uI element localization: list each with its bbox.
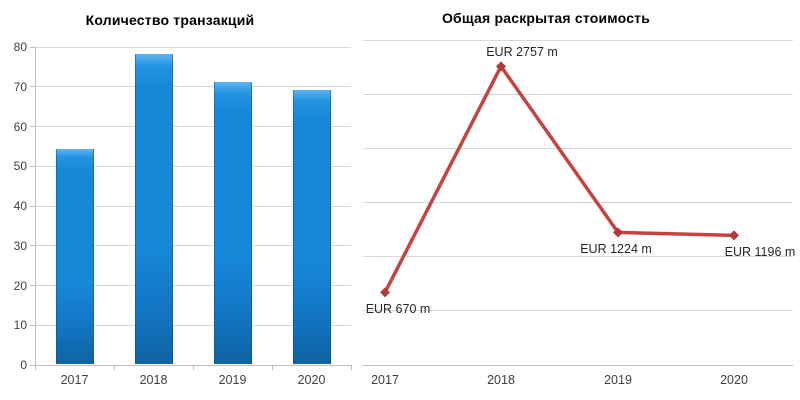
bar-2017 <box>55 149 94 364</box>
line-path <box>383 64 736 295</box>
x-boundary-tick-3 <box>271 365 273 370</box>
gridline-y-80 <box>35 46 351 48</box>
bar-2019 <box>213 81 252 364</box>
x-tick-label-2020: 2020 <box>297 373 326 387</box>
bar-chart-plot-area: 0 10 20 30 40 50 60 70 80 2017 2018 2019 2020 <box>14 40 352 387</box>
x-tick-label-2017: 2017 <box>60 373 89 387</box>
x-tick-label-2019: 2019 <box>218 373 247 387</box>
y-tick-mark-80 <box>30 46 35 48</box>
y-tick-label-40: 40 <box>13 199 27 213</box>
bar-2018 <box>134 53 173 364</box>
bar-chart-title: Количество транзакций <box>85 12 255 28</box>
gridline-y-3000 <box>363 39 793 41</box>
data-label-2018: EUR 2757 m <box>486 45 558 60</box>
y-tick-mark-50 <box>30 165 35 167</box>
y-tick-mark-20 <box>30 285 35 286</box>
y-tick-mark-10 <box>30 324 35 326</box>
data-label-2020: EUR 1196 m <box>724 245 796 260</box>
x-tick-label-2018: 2018 <box>487 373 515 387</box>
line-chart-plot-area: EUR 670 m EUR 2757 m EUR 1224 m EUR 1196 m 2… <box>363 39 795 387</box>
gridline-y-0 <box>363 364 793 366</box>
gridline-y-10 <box>35 324 351 326</box>
diamond-marker-2017 <box>380 287 390 298</box>
x-tick-label-2019: 2019 <box>604 373 632 387</box>
y-tick-label-60: 60 <box>13 119 27 134</box>
y-tick-label-70: 70 <box>13 79 27 94</box>
gridline-y-2500 <box>363 93 793 95</box>
x-boundary-tick-0 <box>34 365 36 370</box>
gridline-y-500 <box>363 310 793 312</box>
y-tick-mark-70 <box>30 86 35 88</box>
gridline-y-60 <box>35 126 351 127</box>
diamond-marker-2019 <box>613 227 623 238</box>
diamond-marker-2018 <box>496 61 506 72</box>
x-tick-label-2018: 2018 <box>139 373 168 387</box>
gridline-y-20 <box>35 285 351 286</box>
line-chart-title: Общая раскрытая стоимость <box>441 10 651 26</box>
y-axis-line <box>35 47 36 365</box>
gridline-y-1500 <box>363 202 793 203</box>
gridline-y-30 <box>35 245 351 247</box>
y-tick-mark-40 <box>30 205 35 207</box>
y-tick-label-0: 0 <box>20 358 27 372</box>
disclosed-value-line-series <box>380 61 739 298</box>
x-boundary-tick-1 <box>113 365 115 370</box>
x-tick-label-2020: 2020 <box>720 373 748 387</box>
y-tick-label-80: 80 <box>13 40 27 54</box>
gridline-y-40 <box>35 205 351 207</box>
y-tick-label-20: 20 <box>13 278 27 293</box>
y-tick-label-50: 50 <box>13 159 27 174</box>
gridline-y-50 <box>35 165 351 167</box>
y-tick-label-10: 10 <box>13 318 27 333</box>
x-boundary-tick-2 <box>192 365 194 370</box>
y-tick-mark-30 <box>30 245 35 247</box>
y-tick-mark-0 <box>30 364 35 366</box>
diamond-marker-2020 <box>729 230 739 241</box>
gridline-y-2000 <box>363 147 793 149</box>
y-tick-mark-60 <box>30 126 35 127</box>
data-label-2019: EUR 1224 m <box>580 242 652 257</box>
x-tick-label-2017: 2017 <box>371 373 399 387</box>
y-tick-label-30: 30 <box>13 238 27 253</box>
gridline-y-1000 <box>363 256 793 258</box>
data-label-2017: EUR 670 m <box>365 302 431 317</box>
gridline-y-70 <box>35 86 351 88</box>
x-boundary-tick-4 <box>350 365 352 370</box>
bar-2020 <box>292 89 331 364</box>
